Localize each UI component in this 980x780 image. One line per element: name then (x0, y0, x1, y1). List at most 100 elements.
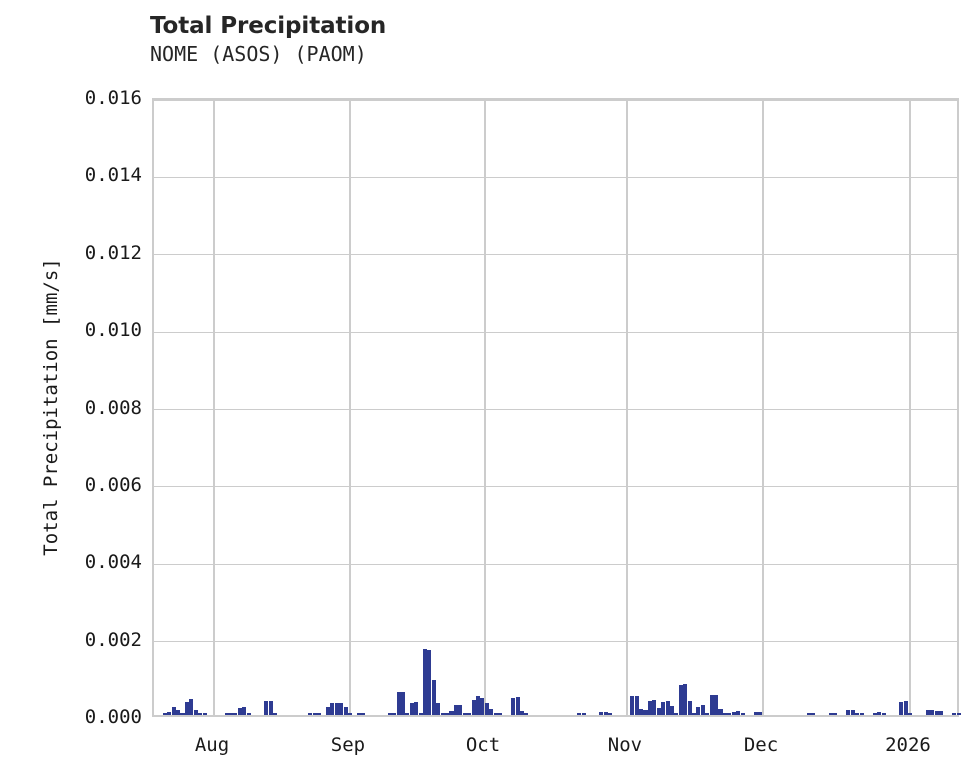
bar (273, 713, 278, 715)
bar (515, 696, 520, 715)
bar (634, 695, 639, 715)
bar (475, 696, 480, 715)
x-tick-label: Aug (194, 734, 230, 756)
bar (806, 713, 811, 715)
bar (189, 698, 194, 715)
bar (458, 704, 463, 715)
y-tick-label: 0.012 (84, 241, 142, 264)
bar (440, 713, 445, 715)
bar (811, 713, 816, 715)
plot-area (152, 98, 961, 717)
bar (722, 712, 727, 715)
x-tick-label: Oct (465, 734, 501, 756)
gridline-horizontal (154, 409, 957, 410)
bar (445, 713, 450, 715)
bar (709, 695, 714, 715)
bar (427, 650, 432, 715)
gridline-vertical (484, 100, 487, 715)
gridline-vertical (762, 100, 765, 715)
bar (202, 713, 207, 715)
bar (899, 701, 904, 715)
y-tick-label: 0.002 (84, 628, 142, 651)
bar (449, 711, 454, 715)
bar (661, 701, 666, 715)
bar (396, 691, 401, 715)
bar (387, 713, 392, 715)
gridline-horizontal (154, 176, 957, 178)
bar (167, 711, 172, 715)
bar (665, 700, 670, 715)
bar (228, 713, 233, 715)
bar (330, 703, 335, 715)
gridline-horizontal (154, 641, 957, 643)
y-tick-label: 0.008 (84, 396, 142, 419)
bar (312, 713, 317, 715)
bar (952, 713, 957, 715)
bar (339, 703, 344, 715)
chart-subtitle: NOME (ASOS) (PAOM) (150, 42, 367, 66)
bar (678, 684, 683, 715)
bar (753, 711, 758, 715)
bar (731, 711, 736, 715)
bar (453, 704, 458, 715)
x-tick-label: Nov (607, 734, 643, 756)
bar (736, 711, 741, 715)
bar (343, 706, 348, 715)
bar (696, 706, 701, 715)
y-tick-label: 0.006 (84, 473, 142, 496)
bar (436, 702, 441, 715)
bar (524, 713, 529, 715)
bar (237, 708, 242, 715)
bar (493, 712, 498, 715)
bar (758, 711, 763, 715)
bar (855, 713, 860, 715)
bar (908, 713, 913, 715)
bar (462, 712, 467, 715)
bar (497, 713, 502, 715)
gridline-vertical (625, 100, 628, 715)
bar (630, 696, 635, 715)
bar (431, 680, 436, 715)
bar (480, 697, 485, 715)
bar (308, 713, 313, 715)
bar (934, 710, 939, 715)
bar (718, 708, 723, 715)
bar (881, 713, 886, 715)
bar (348, 713, 353, 715)
y-tick-label: 0.000 (84, 706, 142, 728)
bar (467, 713, 472, 715)
gridline-vertical (908, 100, 911, 715)
x-tick-label: Dec (743, 734, 779, 756)
gridline-vertical (348, 100, 351, 715)
bar (242, 706, 247, 715)
bar (356, 713, 361, 715)
bar (268, 701, 273, 715)
bar (872, 712, 877, 715)
bar-series (154, 100, 961, 715)
gridline-horizontal (154, 254, 957, 256)
bar (692, 713, 697, 715)
gridline-vertical (213, 100, 216, 715)
bar (700, 705, 705, 715)
bar (674, 712, 679, 715)
bar (903, 701, 908, 715)
bar (418, 713, 423, 715)
bar (414, 701, 419, 715)
bar (930, 709, 935, 715)
bar (956, 713, 961, 715)
bar (740, 713, 745, 715)
bar (392, 713, 397, 715)
bar (639, 708, 644, 715)
x-tick-label: 2026 (885, 734, 931, 756)
bar (184, 702, 189, 715)
bar (233, 713, 238, 715)
y-axis-tick-labels: 0.000 0.002 0.004 0.006 0.008 0.010 0.012 0.014… (0, 0, 142, 780)
bar (603, 711, 608, 715)
bar (833, 713, 838, 715)
bar (687, 701, 692, 715)
bar (925, 710, 930, 715)
bar (656, 708, 661, 715)
bar (683, 684, 688, 715)
